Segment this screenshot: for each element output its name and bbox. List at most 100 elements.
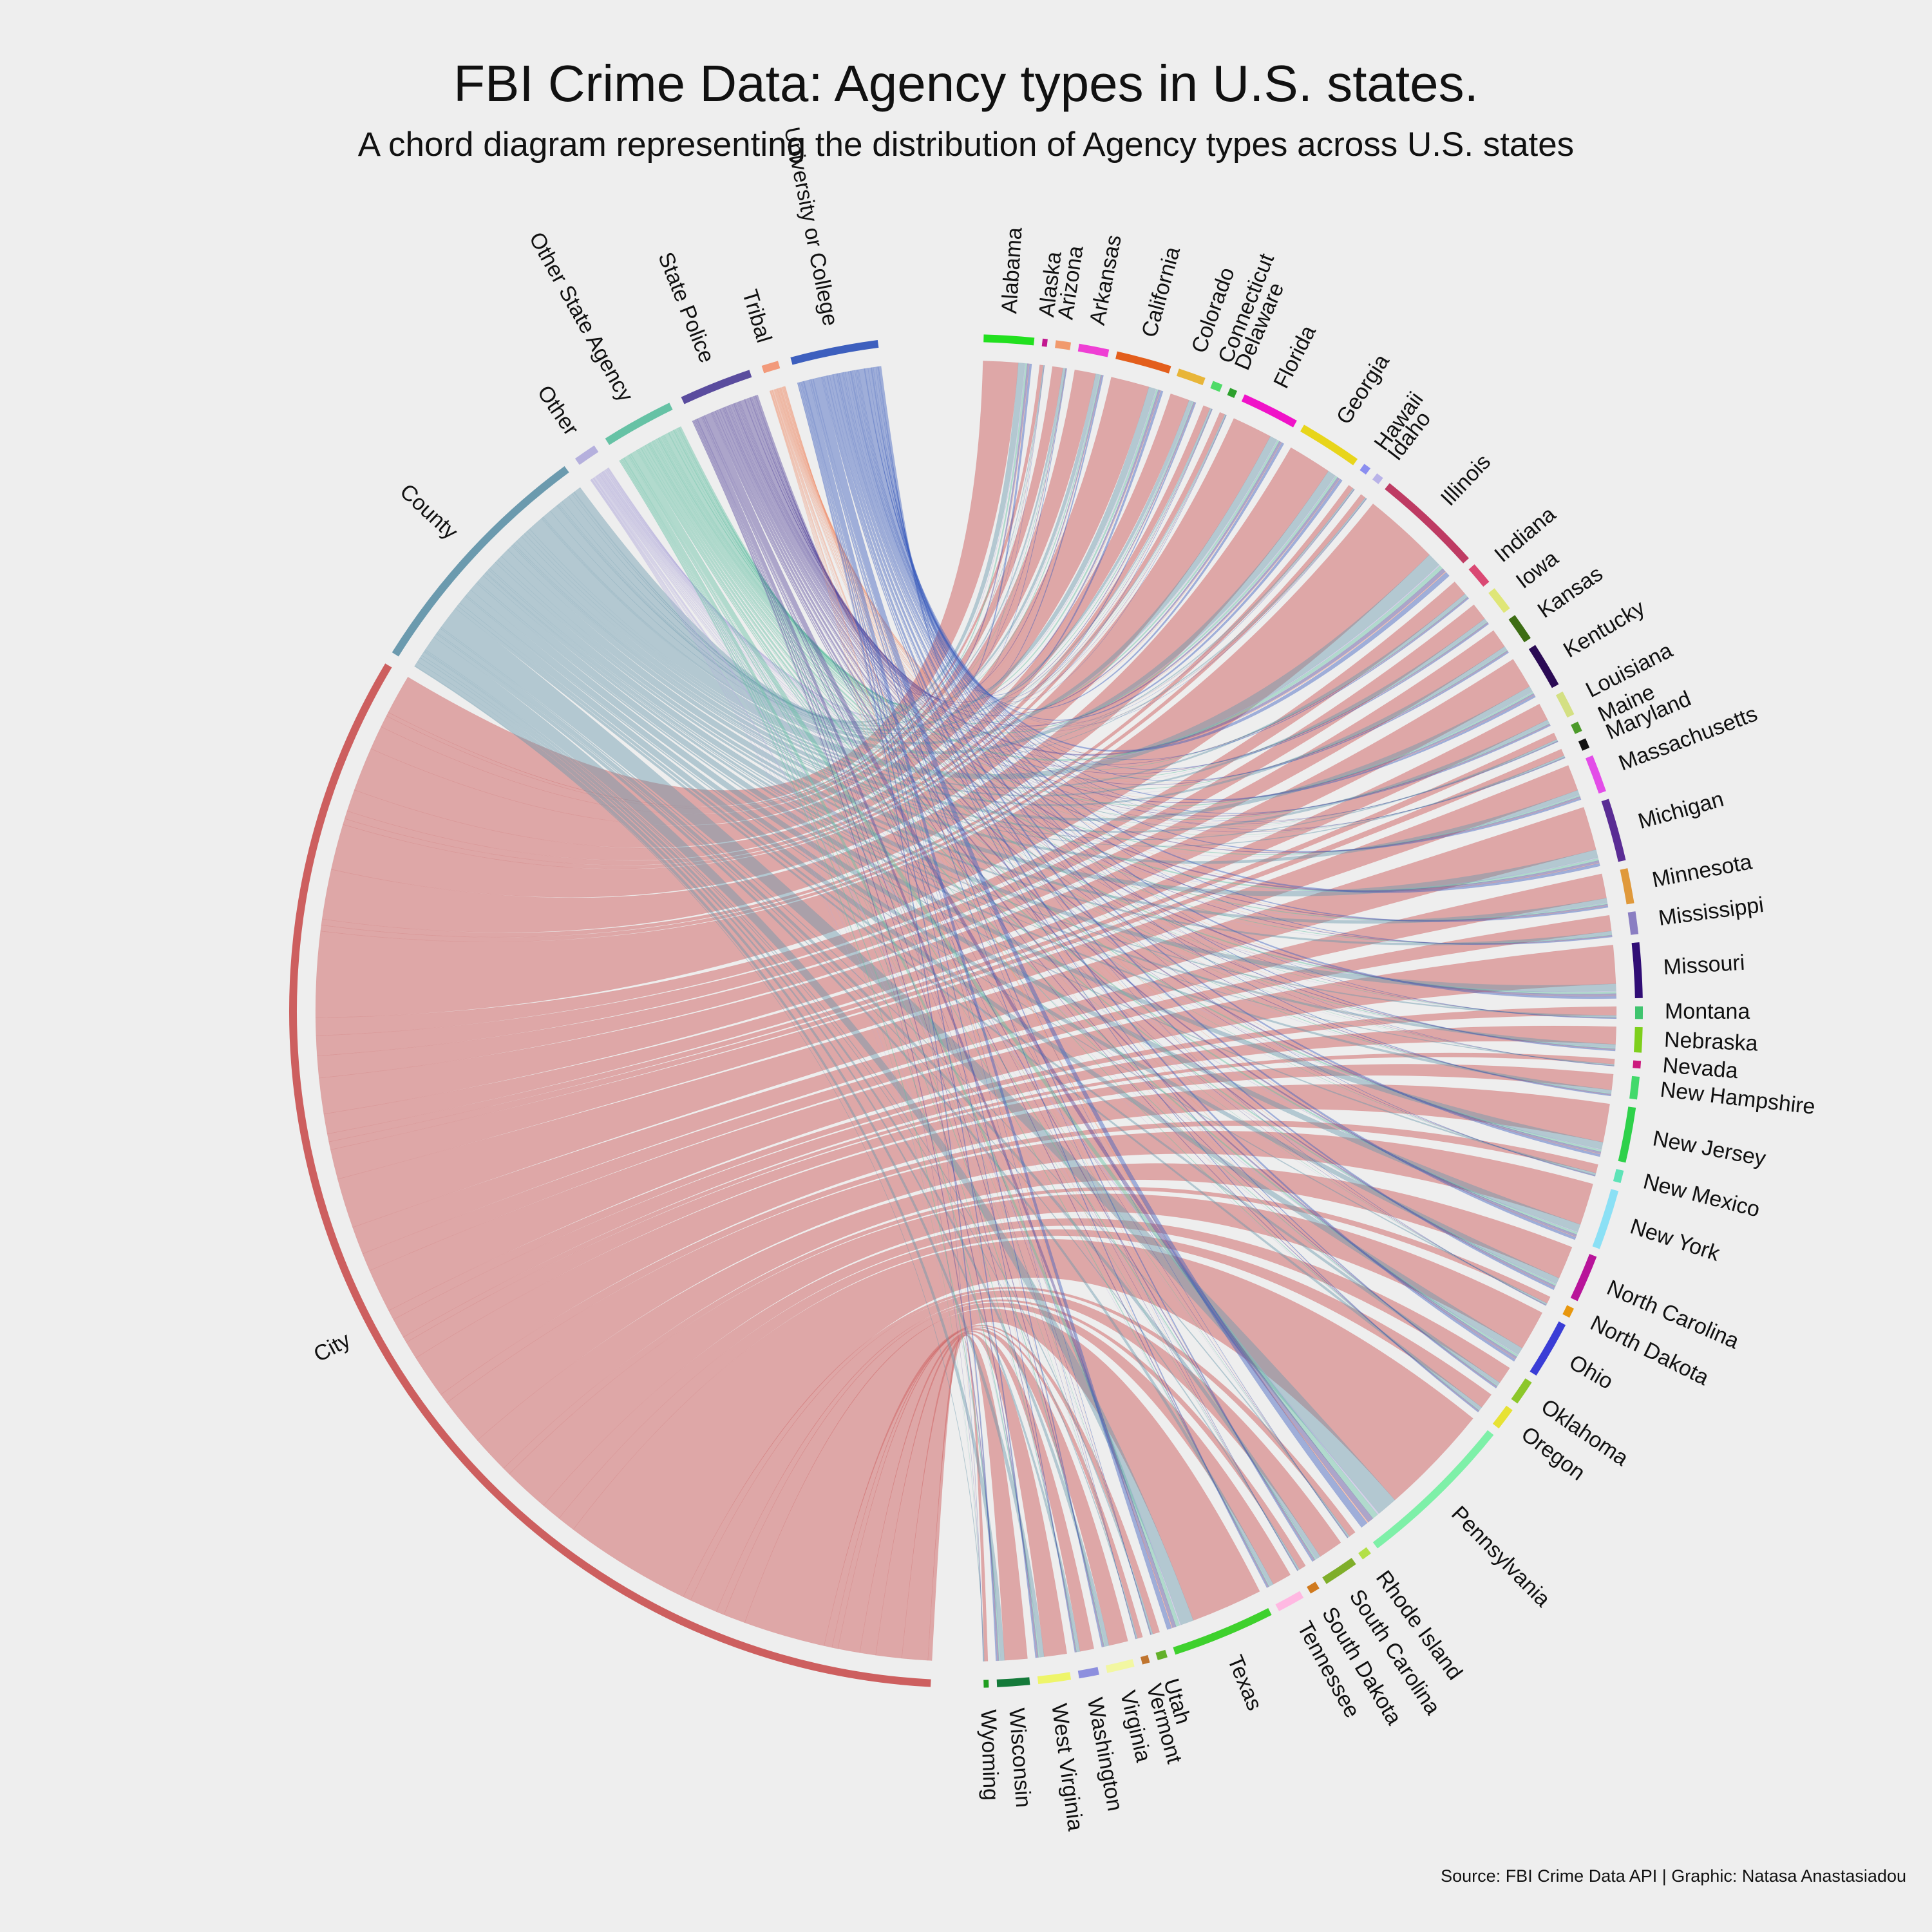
ribbon-michigan-other-state-agency bbox=[654, 439, 1599, 893]
ribbon-alabama-tribal bbox=[784, 363, 1030, 694]
state-arc-rhode-island bbox=[1358, 1547, 1371, 1560]
ribbon-georgia-university-or-college bbox=[864, 368, 1343, 721]
ribbon-minnesota-other bbox=[600, 472, 1608, 922]
ribbon-tennessee-university-or-college bbox=[809, 379, 1269, 1588]
ribbon-north-carolina-university-or-college bbox=[826, 375, 1555, 1291]
ribbon-minnesota-university-or-college bbox=[843, 372, 1609, 922]
ribbon-oregon-tribal bbox=[773, 389, 1479, 1412]
ribbon-oklahoma-other-state-agency bbox=[637, 449, 1499, 1387]
ribbon-oklahoma-city bbox=[543, 1218, 1510, 1519]
state-label-ohio: Ohio bbox=[1565, 1350, 1617, 1394]
ribbon-ohio-state-police bbox=[712, 410, 1517, 1359]
ribbon-new-jersey-other bbox=[598, 473, 1602, 1150]
ribbon-minnesota-state-police bbox=[728, 404, 1608, 922]
ribbon-wisconsin-city bbox=[901, 1334, 1028, 1661]
state-arc-colorado bbox=[1177, 368, 1206, 386]
state-label-wyoming: Wyoming bbox=[976, 1709, 1003, 1801]
ribbon-ohio-other bbox=[596, 475, 1519, 1356]
agency-arc-university-or-college bbox=[790, 339, 879, 365]
ribbon-mississippi-other-state-agency bbox=[651, 440, 1613, 945]
ribbon-alabama-other-state-agency bbox=[678, 363, 1028, 705]
agency-arc-other-state-agency bbox=[605, 402, 673, 445]
ribbon-missouri-university-or-college bbox=[839, 372, 1617, 999]
ribbon-tennessee-city bbox=[723, 1302, 1291, 1624]
ribbon-south-dakota-tribal bbox=[772, 390, 1298, 1571]
ribbon-colorado-university-or-college bbox=[871, 366, 1197, 699]
ribbon-wyoming-university-or-college bbox=[797, 383, 984, 1662]
ribbon-michigan-university-or-college bbox=[844, 371, 1600, 893]
ribbon-louisiana-city bbox=[323, 703, 1548, 1135]
ribbon-utah-city bbox=[824, 1325, 1160, 1648]
ribbon-iowa-university-or-college bbox=[856, 369, 1490, 770]
ribbon-arizona-university-or-college bbox=[877, 366, 1068, 690]
ribbon-north-carolina-tribal bbox=[775, 388, 1555, 1289]
ribbon-delaware-tribal bbox=[783, 386, 1227, 706]
ribbon-ohio-university-or-college bbox=[823, 375, 1516, 1362]
ribbon-missouri-other bbox=[599, 473, 1616, 992]
ribbon-idaho-county bbox=[541, 497, 1367, 761]
ribbon-louisiana-other-state-agency bbox=[658, 437, 1550, 820]
ribbon-missouri-county bbox=[489, 562, 1616, 992]
ribbon-nebraska-university-or-college bbox=[837, 373, 1616, 1052]
ribbon-new-york-university-or-college bbox=[829, 374, 1577, 1240]
ribbon-new-hampshire-city bbox=[406, 1064, 1614, 1359]
state-arc-maryland bbox=[1578, 738, 1590, 751]
ribbon-south-carolina-tribal bbox=[772, 390, 1314, 1561]
ribbon-nevada-county bbox=[484, 572, 1615, 1066]
ribbon-virginia-university-or-college bbox=[801, 381, 1104, 1648]
ribbon-oregon-university-or-college bbox=[821, 376, 1479, 1413]
state-label-new-york: New York bbox=[1627, 1214, 1723, 1266]
ribbon-kentucky-city bbox=[319, 659, 1530, 1115]
ribbon-maryland-tribal bbox=[779, 387, 1566, 831]
ribbon-arkansas-other-state-agency bbox=[676, 374, 1101, 707]
ribbon-connecticut-other bbox=[606, 408, 1212, 726]
state-label-california: California bbox=[1137, 244, 1186, 340]
ribbon-montana-city bbox=[388, 1006, 1617, 1320]
ribbon-new-mexico-state-police bbox=[719, 408, 1596, 1176]
state-arc-louisiana bbox=[1555, 691, 1575, 718]
state-arc-new-jersey bbox=[1618, 1106, 1636, 1163]
ribbon-california-county bbox=[562, 386, 1157, 732]
ribbon-oklahoma-county bbox=[457, 602, 1501, 1386]
ribbon-massachusetts-county bbox=[507, 545, 1580, 864]
ribbon-kansas-other bbox=[602, 471, 1508, 795]
state-arc-iowa bbox=[1488, 588, 1510, 613]
ribbon-alaska-county bbox=[573, 365, 1045, 724]
ribbon-vermont-other-state-agency bbox=[623, 457, 1137, 1640]
ribbon-utah-county bbox=[424, 649, 1153, 1635]
ribbon-indiana-county bbox=[526, 528, 1468, 789]
ribbon-missouri-tribal bbox=[777, 388, 1617, 997]
state-arc-tennessee bbox=[1275, 1591, 1304, 1611]
ribbon-florida-state-police bbox=[747, 397, 1282, 717]
ribbon-wisconsin-university-or-college bbox=[797, 382, 998, 1662]
state-arc-pennsylvania bbox=[1372, 1430, 1494, 1549]
ribbon-iowa-county bbox=[524, 531, 1487, 797]
state-label-missouri: Missouri bbox=[1663, 951, 1746, 980]
state-arc-ohio bbox=[1530, 1321, 1566, 1376]
ribbon-maine-city bbox=[327, 732, 1558, 1142]
ribbon-colorado-state-police bbox=[750, 397, 1195, 706]
ribbon-arkansas-state-police bbox=[753, 374, 1103, 699]
ribbon-kansas-other-state-agency bbox=[661, 435, 1508, 790]
ribbon-south-dakota-other-state-agency bbox=[629, 454, 1299, 1571]
ribbon-north-carolina-county bbox=[466, 589, 1560, 1284]
ribbon-pennsylvania-state-police bbox=[704, 412, 1374, 1523]
state-label-new-hampshire: New Hampshire bbox=[1659, 1077, 1817, 1119]
ribbon-washington-other bbox=[591, 479, 1078, 1653]
ribbon-wisconsin-county bbox=[414, 661, 1005, 1661]
state-arc-connecticut bbox=[1210, 381, 1223, 392]
ribbon-north-dakota-university-or-college bbox=[826, 375, 1547, 1306]
ribbon-north-carolina-state-police bbox=[715, 410, 1556, 1288]
ribbon-arkansas-tribal bbox=[784, 374, 1103, 696]
ribbon-texas-tribal bbox=[770, 390, 1173, 1629]
ribbon-georgia-tribal bbox=[782, 386, 1341, 724]
ribbon-georgia-other-state-agency bbox=[668, 431, 1338, 734]
ribbon-oklahoma-tribal bbox=[774, 389, 1497, 1388]
ribbon-nevada-city bbox=[402, 1052, 1615, 1343]
ribbon-texas-other bbox=[591, 478, 1182, 1626]
ribbon-georgia-city bbox=[321, 447, 1329, 933]
ribbon-kentucky-other-state-agency bbox=[659, 436, 1534, 807]
ribbon-utah-state-police bbox=[696, 418, 1151, 1635]
agency-label-city: City bbox=[310, 1328, 355, 1367]
